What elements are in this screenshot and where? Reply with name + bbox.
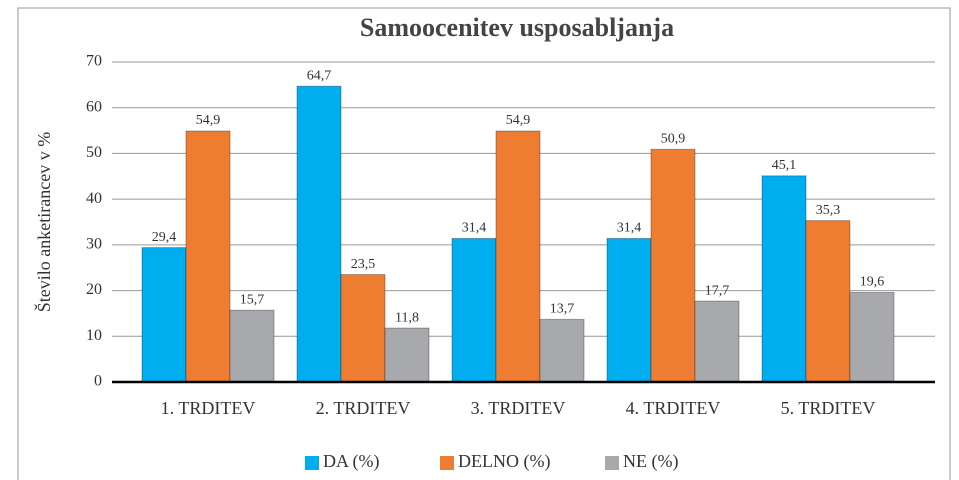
- x-tick-label: 1. TRDITEV: [161, 398, 256, 418]
- legend-label: DA (%): [323, 451, 380, 472]
- legend-swatch: [440, 456, 454, 470]
- y-tick-label: 10: [86, 327, 102, 344]
- bar: [606, 237, 652, 383]
- data-label: 29,4: [152, 230, 177, 245]
- bar: [650, 148, 696, 383]
- bar: [849, 291, 895, 383]
- bar: [761, 175, 807, 383]
- data-label: 54,9: [196, 113, 221, 128]
- y-tick-label: 70: [86, 53, 102, 70]
- data-label: 35,3: [816, 203, 841, 218]
- bar: [229, 309, 275, 383]
- x-tick-label: 3. TRDITEV: [471, 398, 566, 418]
- legend-swatch: [605, 456, 619, 470]
- data-label: 19,6: [860, 275, 885, 290]
- legend-swatch: [305, 456, 319, 470]
- bar: [694, 300, 740, 383]
- bar: [141, 247, 187, 383]
- x-tick-label: 2. TRDITEV: [316, 398, 411, 418]
- bar: [384, 327, 430, 383]
- legend-label: NE (%): [623, 451, 678, 472]
- data-label: 13,7: [550, 302, 575, 317]
- bar: [296, 85, 342, 383]
- bar: [185, 130, 231, 383]
- y-tick-label: 60: [86, 98, 102, 115]
- x-tick-label: 4. TRDITEV: [626, 398, 721, 418]
- bar: [495, 130, 541, 383]
- legend-label: DELNO (%): [458, 451, 550, 472]
- data-label: 17,7: [705, 283, 730, 298]
- bar: [805, 220, 851, 383]
- y-tick-label: 0: [94, 373, 102, 390]
- data-label: 31,4: [462, 221, 487, 236]
- y-axis-label: Število anketirancev v %: [33, 132, 54, 312]
- data-label: 23,5: [351, 257, 376, 272]
- bar: [451, 237, 497, 383]
- data-label: 45,1: [772, 158, 797, 173]
- bar: [539, 318, 585, 383]
- data-label: 11,8: [395, 310, 419, 325]
- frame: [17, 7, 951, 480]
- chart-title: Samoocenitev usposabljanja: [360, 13, 674, 42]
- y-tick-label: 20: [86, 281, 102, 298]
- data-label: 64,7: [307, 68, 332, 83]
- data-label: 31,4: [617, 221, 642, 236]
- y-tick-label: 40: [86, 190, 102, 207]
- bar: [340, 274, 386, 383]
- data-label: 50,9: [661, 132, 686, 147]
- data-label: 15,7: [240, 292, 265, 307]
- data-label: 54,9: [506, 113, 531, 128]
- y-tick-label: 30: [86, 236, 102, 253]
- y-tick-label: 50: [86, 144, 102, 161]
- x-tick-label: 5. TRDITEV: [781, 398, 876, 418]
